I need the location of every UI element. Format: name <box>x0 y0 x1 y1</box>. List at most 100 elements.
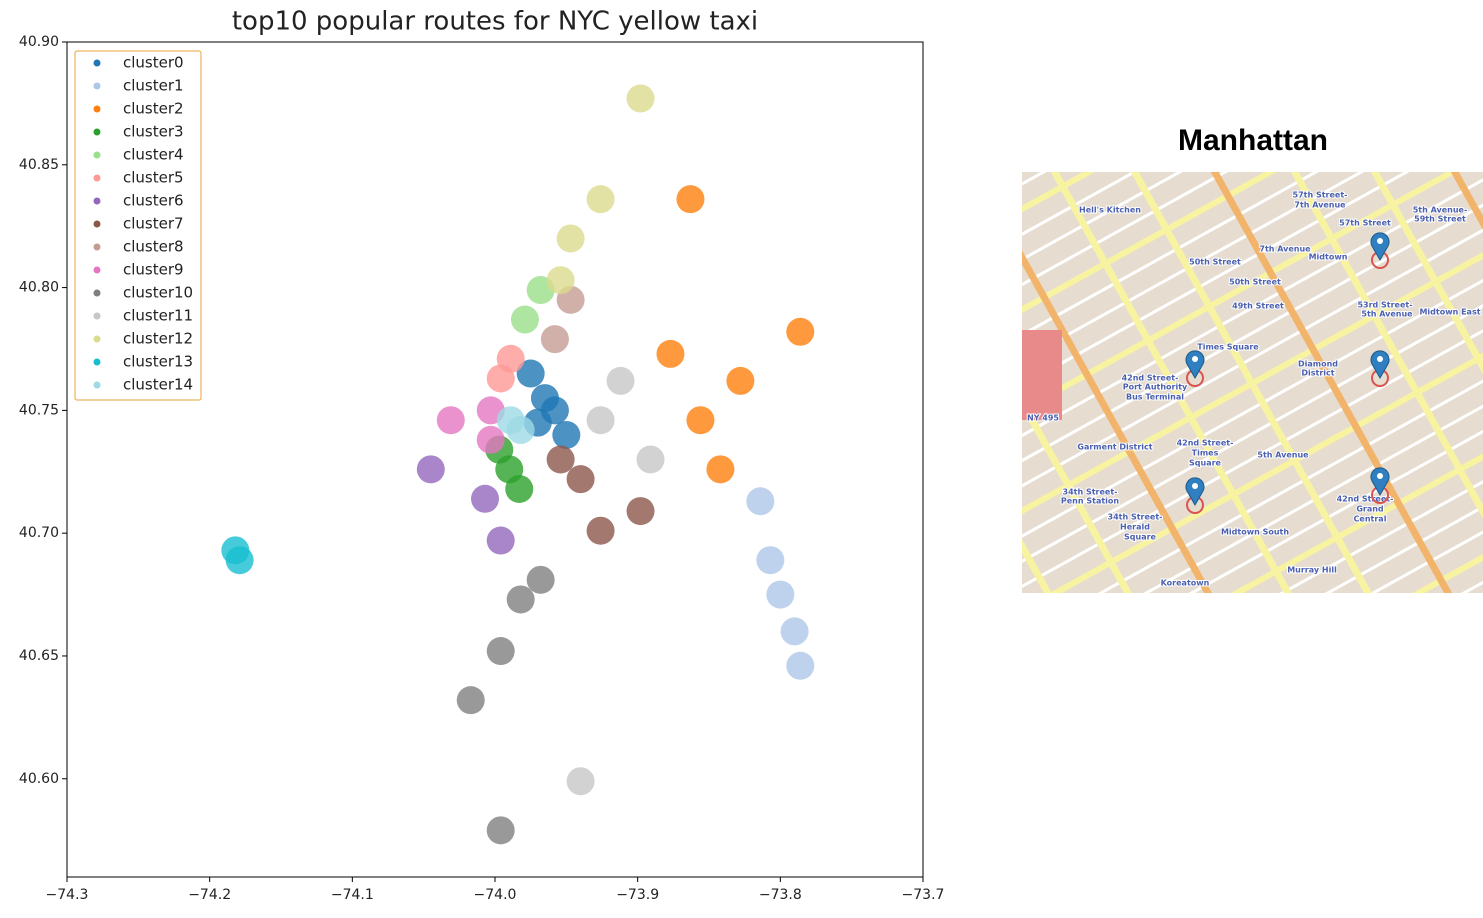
map-label: 42nd Street- <box>1122 374 1179 383</box>
point <box>686 406 714 434</box>
legend-marker <box>94 198 101 205</box>
map-label: Diamond <box>1298 360 1338 369</box>
point <box>487 364 515 392</box>
point <box>437 406 465 434</box>
map-label: 57th Street <box>1339 219 1391 228</box>
pin-dot <box>1192 483 1198 489</box>
map-streets <box>561 0 1483 914</box>
map-label: Koreatown <box>1161 579 1210 588</box>
street <box>657 0 1400 135</box>
map-label: 34th Street- <box>1108 513 1163 522</box>
point <box>567 465 595 493</box>
legend-label: cluster8 <box>123 238 184 256</box>
legend-label: cluster5 <box>123 169 184 187</box>
map-label: Times Square <box>1197 343 1259 352</box>
legend-marker <box>94 83 101 90</box>
point <box>226 546 254 574</box>
pin-dot <box>1192 356 1198 362</box>
point <box>552 421 580 449</box>
map-label: Penn Station <box>1061 497 1120 506</box>
point <box>527 566 555 594</box>
map-label: Central <box>1354 515 1387 524</box>
point <box>541 396 569 424</box>
map-label: 49th Street <box>1232 302 1284 311</box>
x-tick-label: −74.3 <box>46 887 89 903</box>
legend-marker <box>94 267 101 274</box>
map-title: Manhattan <box>1178 124 1328 157</box>
map-label: 53rd Street- <box>1357 301 1412 310</box>
point <box>471 485 499 513</box>
chart-title: top10 popular routes for NYC yellow taxi <box>232 7 758 37</box>
legend-marker <box>94 221 101 228</box>
y-tick-label: 40.90 <box>19 34 59 50</box>
point <box>656 340 684 368</box>
map-label: Murray Hill <box>1287 566 1337 575</box>
map-label: Grand <box>1356 505 1384 514</box>
legend-marker <box>94 313 101 320</box>
point <box>766 581 794 609</box>
y-tick-label: 40.85 <box>19 157 59 173</box>
legend-marker <box>94 175 101 182</box>
point <box>781 617 809 645</box>
legend-marker <box>94 336 101 343</box>
point <box>607 367 635 395</box>
legend-marker <box>94 106 101 113</box>
street <box>1115 550 1483 914</box>
street <box>1137 589 1483 914</box>
map-label: 5th Avenue <box>1361 310 1413 319</box>
point <box>627 497 655 525</box>
street <box>1147 608 1483 914</box>
point <box>676 185 704 213</box>
map-label: 34th Street- <box>1063 488 1118 497</box>
point <box>487 816 515 844</box>
legend-marker <box>94 382 101 389</box>
y-tick-label: 40.60 <box>19 771 59 787</box>
legend-label: cluster6 <box>123 192 184 210</box>
legend-label: cluster14 <box>123 376 193 394</box>
x-tick-label: −74.2 <box>188 887 231 903</box>
map-label: 7th Avenue <box>1259 245 1311 254</box>
point <box>547 266 575 294</box>
map-label: Midtown <box>1309 253 1348 262</box>
point <box>786 318 814 346</box>
map-label: Square <box>1189 459 1222 468</box>
legend-marker <box>94 152 101 159</box>
legend-label: cluster0 <box>123 54 184 72</box>
point <box>477 426 505 454</box>
map-label: Times <box>1192 449 1219 458</box>
map-highlight <box>1022 330 1062 420</box>
point <box>541 325 569 353</box>
legend-label: cluster9 <box>123 261 184 279</box>
map-label: NY 495 <box>1027 414 1059 423</box>
street <box>689 0 1432 193</box>
point <box>706 455 734 483</box>
legend-label: cluster12 <box>123 330 193 348</box>
x-tick-label: −73.7 <box>902 887 945 903</box>
point <box>746 487 774 515</box>
legend-label: cluster3 <box>123 123 184 141</box>
map-label: 59th Street <box>1414 215 1466 224</box>
legend-marker <box>94 359 101 366</box>
y-tick-label: 40.80 <box>19 280 59 296</box>
legend-marker <box>94 129 101 136</box>
pin-dot <box>1377 473 1383 479</box>
map-label: District <box>1301 369 1334 378</box>
legend-label: cluster2 <box>123 100 184 118</box>
map-label: Hell's Kitchen <box>1079 206 1141 215</box>
point <box>627 84 655 112</box>
point <box>487 527 515 555</box>
legend-label: cluster4 <box>123 146 184 164</box>
x-tick-label: −73.8 <box>759 887 802 903</box>
map-label: 5th Avenue <box>1257 451 1309 460</box>
point <box>587 517 615 545</box>
x-tick-label: −73.9 <box>616 887 659 903</box>
street <box>1190 685 1483 914</box>
point <box>417 455 445 483</box>
point <box>507 416 535 444</box>
legend-label: cluster10 <box>123 284 193 302</box>
x-tick-label: −74.0 <box>474 887 517 903</box>
street <box>1158 627 1483 914</box>
map-label: 5th Avenue- <box>1413 206 1468 215</box>
